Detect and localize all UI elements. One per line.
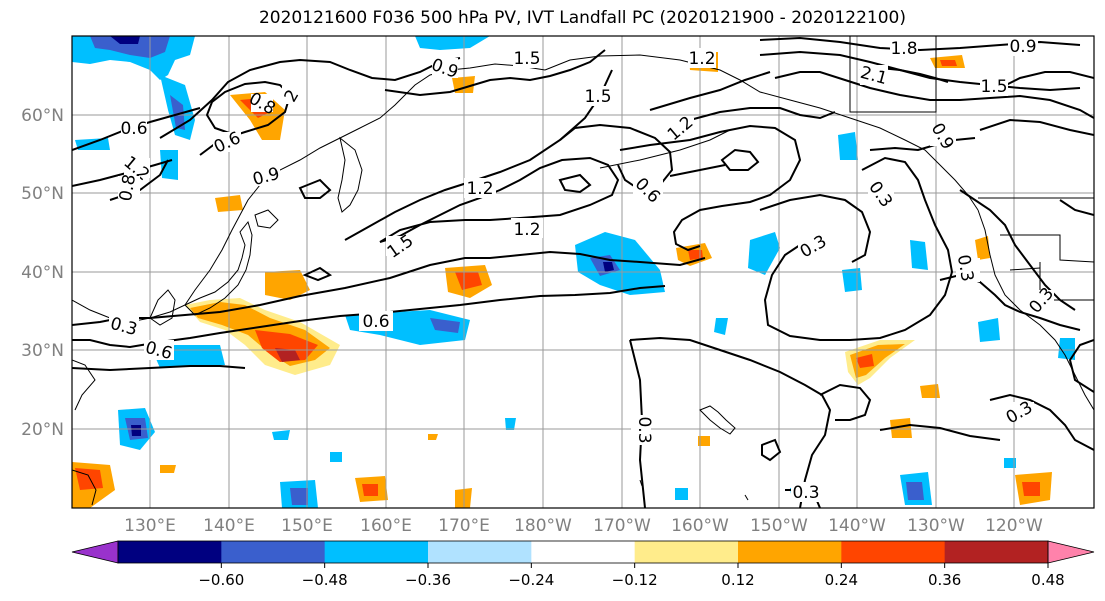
map-title: 2020121600 F036 500 hPa PV, IVT Landfall… (258, 8, 906, 28)
colorbar-segment (531, 541, 636, 563)
contour-label: 1.2 (513, 220, 540, 240)
lat-label-60n: 60°N (21, 106, 64, 126)
colorbar-tick-label: −0.36 (405, 571, 451, 589)
colorbar-extend-min (71, 540, 119, 564)
colorbar-segment (944, 541, 1049, 563)
colorbar-tick-label: 0.36 (928, 571, 961, 589)
colorbar-tick-label: −0.12 (612, 571, 658, 589)
lon-label-180w: 180°W (514, 516, 572, 536)
lon-label-120w: 120°W (985, 516, 1043, 536)
colorbar-outline (117, 540, 1049, 564)
lat-label-50n: 50°N (21, 184, 64, 204)
colorbar-segment (428, 541, 532, 563)
contour-label: 1.5 (980, 77, 1007, 97)
contour-label: 1.5 (513, 49, 540, 69)
colorbar-segment (841, 541, 946, 563)
lon-label-140e: 140°E (203, 516, 255, 536)
colorbar-segment (324, 541, 429, 563)
lon-label-170e: 170°E (438, 516, 490, 536)
colorbar-tick-label: 0.12 (721, 571, 754, 589)
lon-label-150w: 150°W (750, 516, 808, 536)
colorbar-tick-label: −0.60 (198, 571, 244, 589)
colorbar-segment (221, 541, 326, 563)
contour-label: 1.8 (890, 39, 917, 59)
contour-label: 1.2 (466, 179, 493, 199)
colorbar-segment (118, 541, 222, 563)
latitude-labels: 60°N 50°N 40°N 30°N 20°N (21, 106, 64, 440)
lon-label-160e: 160°E (360, 516, 412, 536)
contour-label: 1.2 (688, 49, 715, 69)
contour-labels: 0.6 1.2 0.9 1.5 1.5 1.2 1.2 1.8 2.1 1.5 … (108, 36, 1058, 503)
contour-label: 0.3 (953, 253, 977, 283)
contour-label: 0.3 (792, 483, 819, 503)
colorbar-tick-label: 0.48 (1031, 571, 1064, 589)
lon-label-130w: 130°W (907, 516, 965, 536)
colorbar-segment (634, 541, 739, 563)
lat-label-40n: 40°N (21, 263, 64, 283)
gridlines (72, 36, 1094, 508)
lon-label-150e: 150°E (281, 516, 333, 536)
contour-label: 0.6 (362, 312, 389, 332)
contour-label: 0.9 (1009, 37, 1036, 57)
map-frame (71, 35, 1095, 509)
contour-label: 0.8 (116, 173, 140, 203)
lon-label-170w: 170°W (593, 516, 651, 536)
colorbar-ticks: −0.60 −0.48 −0.36 −0.24 −0.12 0.12 0.24 0.36 0.4… (198, 563, 1065, 589)
colorbar-tick-label: −0.48 (302, 571, 348, 589)
pv-contours (72, 36, 1094, 508)
colorbar-segment (738, 541, 842, 563)
lat-label-30n: 30°N (21, 341, 64, 361)
contour-label: 0.6 (120, 119, 147, 139)
lon-label-140w: 140°W (828, 516, 886, 536)
colorbar-tick-label: −0.24 (508, 571, 554, 589)
lon-label-160w: 160°W (671, 516, 729, 536)
colorbar: −0.60 −0.48 −0.36 −0.24 −0.12 0.12 0.24 0.36 0.4… (71, 540, 1095, 589)
contour-label: 0.3 (634, 416, 654, 443)
longitude-labels: 130°E 140°E 150°E 160°E 170°E 180°W 170°… (124, 516, 1043, 536)
lat-label-20n: 20°N (21, 420, 64, 440)
colorbar-tick-label: 0.24 (825, 571, 858, 589)
contour-label: 1.5 (584, 87, 611, 107)
colorbar-extend-max (1047, 540, 1095, 564)
lon-label-130e: 130°E (124, 516, 176, 536)
colorbar-segments (71, 540, 1095, 564)
